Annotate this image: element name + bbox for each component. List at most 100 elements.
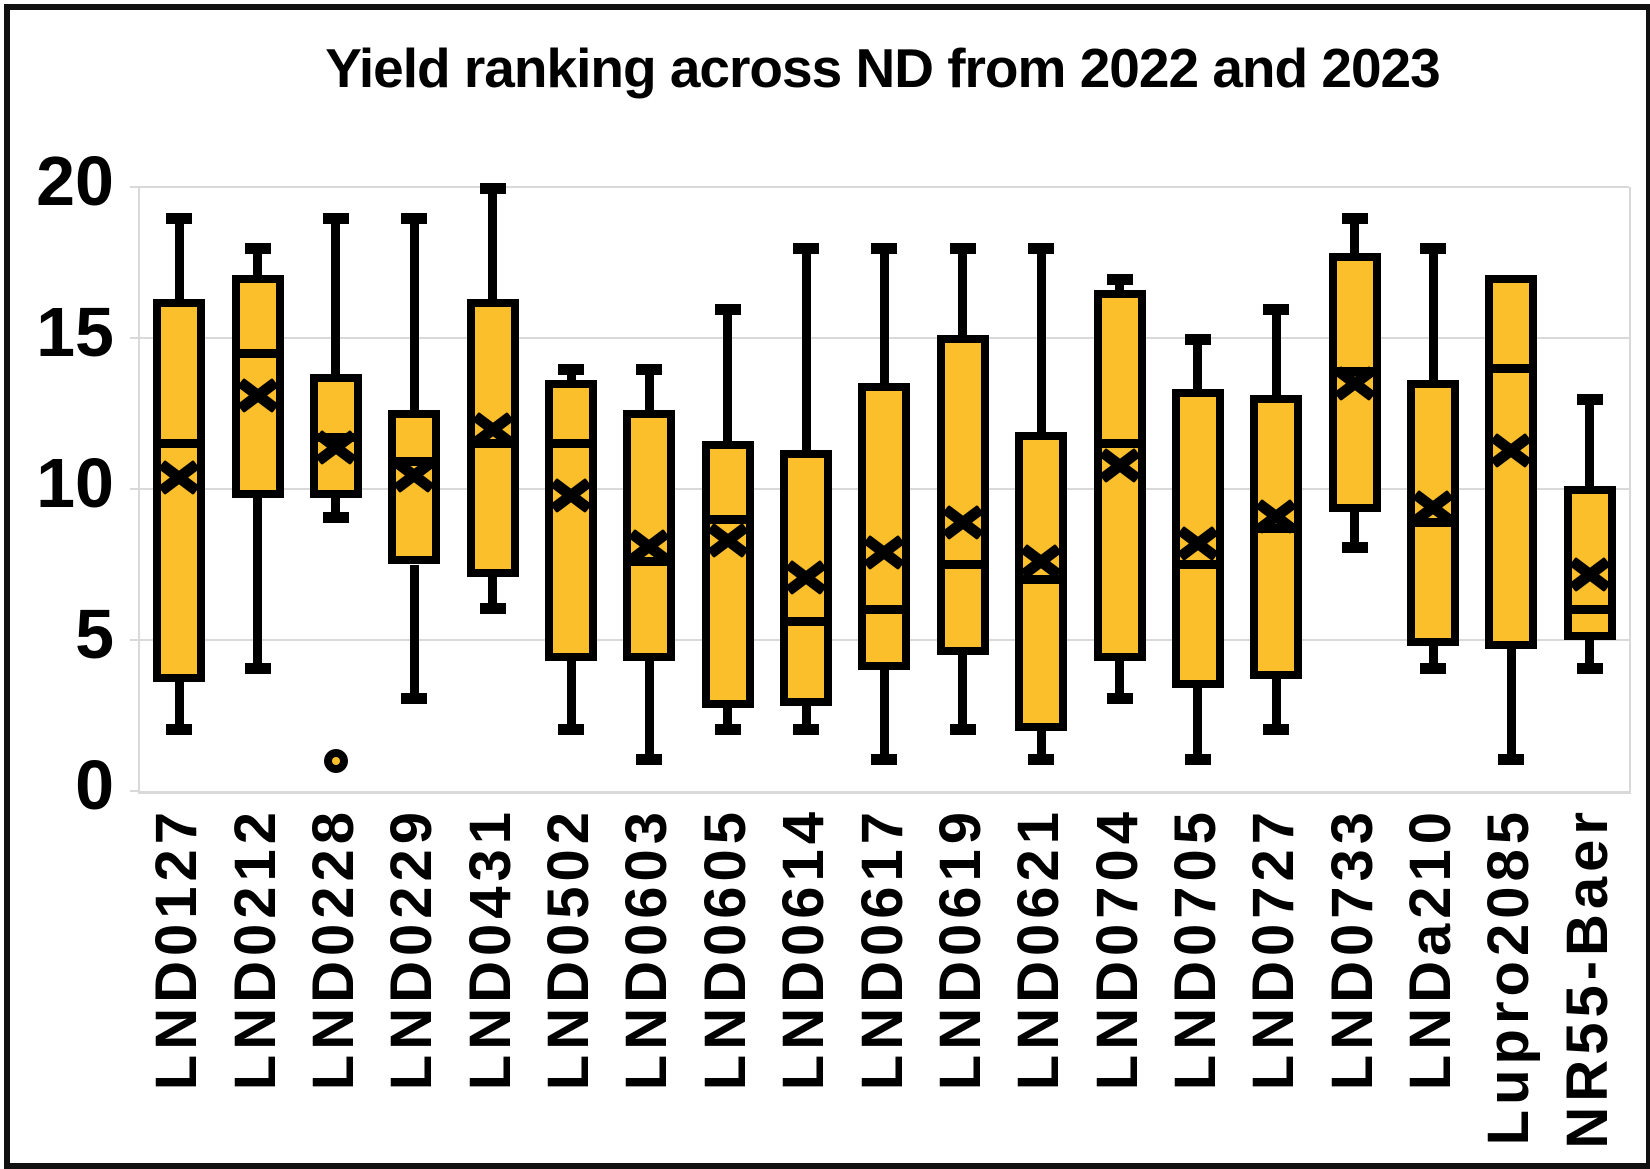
- outlier-point: [323, 748, 348, 773]
- x-axis-tick-label: LND0619: [927, 807, 993, 1091]
- lower-whisker: [723, 707, 733, 731]
- lower-whisker: [1428, 646, 1438, 671]
- median-line: [1093, 439, 1146, 449]
- upper-whisker-cap: [322, 213, 349, 225]
- lower-whisker-cap: [636, 753, 663, 765]
- box-rect: [936, 334, 989, 656]
- mean-marker: [1254, 499, 1298, 535]
- y-axis-tick: [130, 488, 140, 490]
- upper-whisker-cap: [244, 243, 271, 255]
- boxplot-LND0614: [767, 187, 845, 791]
- upper-whisker-cap: [401, 213, 428, 225]
- median-line: [466, 439, 519, 449]
- upper-whisker: [409, 217, 419, 411]
- upper-whisker: [1350, 217, 1360, 254]
- median-line: [388, 457, 441, 467]
- median-line: [545, 439, 597, 449]
- mean-marker: [314, 429, 358, 465]
- lower-whisker-cap: [1420, 663, 1447, 675]
- median-line: [1485, 363, 1538, 373]
- x-axis-tick-label: LND0614: [771, 807, 837, 1091]
- x-axis-tick-label: LND0621: [1006, 807, 1072, 1091]
- box-rect: [1328, 253, 1381, 512]
- lower-whisker: [566, 661, 576, 731]
- lower-whisker-cap: [1106, 693, 1133, 705]
- lower-whisker: [409, 564, 419, 701]
- upper-whisker: [1428, 247, 1438, 381]
- chart-frame: Yield ranking across ND from 2022 and 20…: [4, 4, 1650, 1169]
- x-axis-tick-label: LND0733: [1319, 807, 1385, 1091]
- boxplot-LND0617: [845, 187, 923, 791]
- upper-whisker-cap: [1576, 394, 1603, 406]
- median-line: [1250, 523, 1303, 533]
- median-line: [858, 605, 911, 615]
- boxplot-LND0212: [218, 187, 296, 791]
- x-axis-tick-label: LND0704: [1084, 807, 1150, 1091]
- mean-marker: [236, 378, 280, 414]
- boxplot-LND0704: [1080, 187, 1158, 791]
- x-axis: LND0127 LND0212 LND0228 LND0229 LND0431 LND05…: [138, 807, 1627, 1167]
- upper-whisker-cap: [1420, 243, 1447, 255]
- upper-whisker-cap: [871, 243, 898, 255]
- median-line: [153, 439, 206, 449]
- boxplot-LND0605: [689, 187, 767, 791]
- boxplot-LND0229: [375, 187, 453, 791]
- upper-whisker-cap: [558, 364, 584, 376]
- x-axis-tick-label: LND0127: [144, 807, 210, 1091]
- median-line: [231, 348, 284, 358]
- lower-whisker-cap: [1184, 753, 1211, 765]
- y-axis-tick-label: 20: [36, 142, 114, 220]
- y-axis-tick: [130, 639, 140, 641]
- y-axis-tick: [130, 186, 140, 188]
- x-axis-tick-label: LND0617: [849, 807, 915, 1091]
- median-line: [701, 514, 754, 524]
- y-axis-tick-label: 5: [75, 595, 114, 673]
- plot-area: [130, 183, 1631, 794]
- boxplot-LND0502: [532, 187, 610, 791]
- upper-whisker-cap: [479, 183, 506, 194]
- box-rect: [1250, 395, 1303, 680]
- upper-whisker: [801, 247, 811, 450]
- gridline-y-20: [140, 186, 1629, 188]
- chart-title: Yield ranking across ND from 2022 and 20…: [325, 37, 1441, 99]
- boxplot-LND0727: [1237, 187, 1315, 791]
- lower-whisker: [879, 670, 889, 761]
- mean-marker: [549, 477, 593, 514]
- boxplot-LND0431: [453, 183, 531, 791]
- median-line: [309, 433, 362, 443]
- median-line: [1015, 575, 1068, 585]
- x-axis-tick-label: Lupro2085: [1476, 807, 1542, 1146]
- lower-whisker: [174, 682, 184, 731]
- box-rect: [858, 383, 911, 671]
- upper-whisker-cap: [1263, 303, 1290, 315]
- upper-whisker-cap: [949, 243, 976, 255]
- x-axis-tick-label: LND0603: [614, 807, 680, 1091]
- x-axis-tick-label: LND0212: [222, 807, 288, 1091]
- y-axis-tick: [130, 337, 140, 339]
- mean-marker: [1098, 447, 1142, 483]
- lower-whisker: [1193, 688, 1203, 761]
- lower-whisker-cap: [1341, 542, 1368, 554]
- lower-whisker-cap: [714, 723, 741, 735]
- lower-whisker-cap: [558, 723, 584, 735]
- lower-whisker: [1506, 649, 1516, 761]
- lower-whisker: [1585, 640, 1595, 671]
- x-axis-tick-label: LND0228: [300, 807, 366, 1091]
- x-axis-tick-label: LND0605: [692, 807, 758, 1091]
- lower-whisker: [1350, 511, 1360, 550]
- upper-whisker: [879, 247, 889, 384]
- y-axis-tick-label: 15: [36, 293, 114, 371]
- x-axis-tick-label: LNDa210: [1398, 807, 1464, 1091]
- upper-whisker: [174, 217, 184, 299]
- boxplot-LNDa210: [1394, 187, 1472, 791]
- lower-whisker: [801, 706, 811, 731]
- lower-whisker-cap: [1028, 753, 1055, 765]
- median-line: [1328, 366, 1381, 376]
- lower-whisker: [331, 498, 341, 520]
- median-line: [936, 560, 989, 569]
- lower-whisker: [1036, 730, 1046, 761]
- mean-marker: [1489, 432, 1533, 468]
- mean-marker: [1176, 526, 1220, 562]
- lower-whisker: [253, 498, 263, 671]
- boxplot-LND0228: [297, 187, 375, 791]
